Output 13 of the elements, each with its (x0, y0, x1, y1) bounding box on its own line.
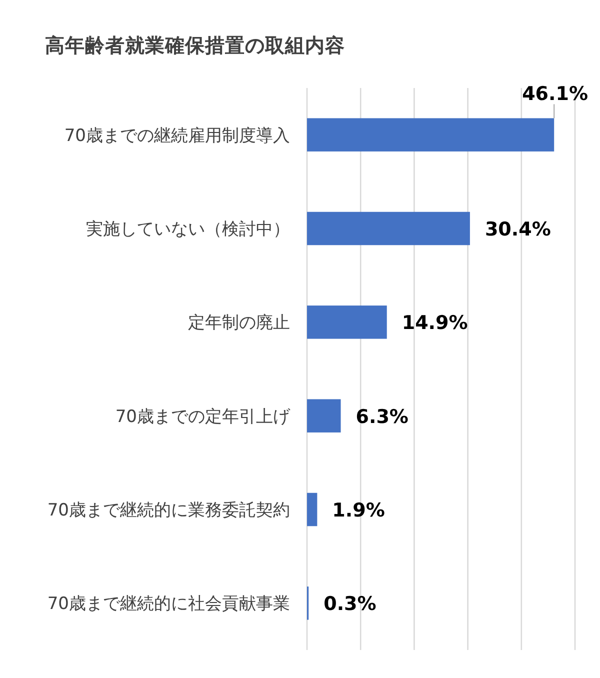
category-label: 70歳までの継続雇用制度導入 (64, 126, 290, 146)
value-label: 0.3% (324, 593, 376, 616)
category-label: 70歳まで継続的に社会貢献事業 (47, 594, 290, 614)
value-label: 30.4% (484, 218, 551, 240)
category-label: 実施していない（検討中） (86, 220, 290, 240)
category-label: 70歳まで継続的に業務委託契約 (47, 500, 290, 520)
value-label: 14.9% (402, 312, 468, 334)
title: 高年齢者就業確保措置の取組内容 (45, 34, 345, 57)
value-label: 46.1% (522, 83, 588, 106)
value-label: 6.3% (356, 406, 408, 428)
value-label: 1.9% (332, 500, 385, 522)
category-label: 定年制の廃止 (188, 313, 290, 334)
category-label: 70歳までの定年引上げ (115, 406, 290, 427)
